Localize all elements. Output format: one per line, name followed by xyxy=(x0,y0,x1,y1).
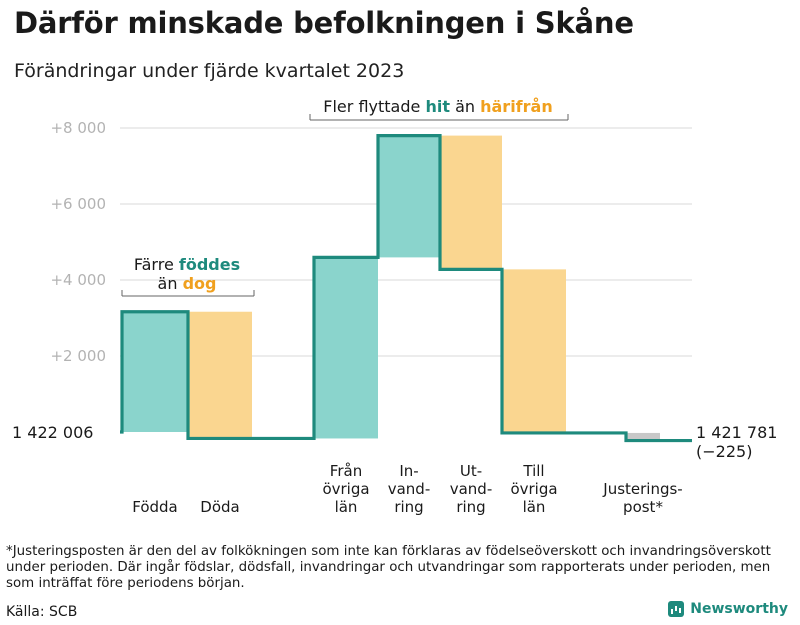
brand-name: Newsworthy xyxy=(690,601,788,617)
y-tick-label: +4 000 xyxy=(50,271,106,289)
annotation-text: än xyxy=(455,97,475,116)
waterfall-chart: +2 000 +4 000 +6 000 +8 000 Födda Döda Från öv… xyxy=(12,97,777,516)
annotation-text: än xyxy=(158,274,178,293)
bar-frånövrigalän xyxy=(314,257,378,439)
bar-döda xyxy=(188,311,252,439)
chart-title: Därför minskade befolkningen i Skåne xyxy=(14,6,634,40)
category-label: Justerings-post* xyxy=(602,480,682,516)
annotation-emphasis-died: dog xyxy=(183,274,217,293)
annotation-emphasis-born: föddes xyxy=(179,255,240,274)
bar-tillövrigalän xyxy=(502,269,566,433)
category-label: Döda xyxy=(200,498,239,516)
footnote: *Justeringsposten är den del av folkökni… xyxy=(6,544,771,591)
annotation-text: Färre xyxy=(134,255,174,274)
start-value-label: 1 422 006 xyxy=(12,423,93,442)
y-axis-ticks: +2 000 +4 000 +6 000 +8 000 xyxy=(50,119,106,365)
bar-invandring xyxy=(378,135,440,258)
running-total-line xyxy=(120,134,692,443)
bar-justeringspost xyxy=(626,432,660,441)
annotation-emphasis-harifran: härifrån xyxy=(480,97,553,116)
bar-utvandring xyxy=(440,135,502,270)
newsworthy-logo-icon xyxy=(668,601,685,617)
annotation-text: Fler flyttade xyxy=(323,97,420,116)
category-label: Födda xyxy=(132,498,178,516)
end-change-label: (−225) xyxy=(696,442,752,461)
category-labels: Födda Döda Från övriga län In-vand-ring Ut-van… xyxy=(132,462,682,516)
bar-födda xyxy=(122,311,188,432)
category-label: Till övriga län xyxy=(510,462,557,516)
svg-text:Färre föddes: Färre föddes xyxy=(134,255,240,274)
annotation-emphasis-hit: hit xyxy=(425,97,450,116)
category-label: Ut-vand-ring xyxy=(450,462,493,516)
annotation-births-deaths: Färre föddes än dog xyxy=(121,255,255,297)
brand-logo: Newsworthy xyxy=(668,601,788,617)
svg-text:än dog: än dog xyxy=(158,274,217,293)
end-value-label: 1 421 781 xyxy=(696,423,777,442)
annotation-bracket xyxy=(309,114,569,121)
bars xyxy=(122,135,660,441)
source: Källa: SCB xyxy=(6,604,78,620)
annotation-migration: Fler flyttade hit än härifrån xyxy=(309,97,569,121)
y-tick-label: +8 000 xyxy=(50,119,106,137)
y-tick-label: +2 000 xyxy=(50,347,106,365)
chart-subtitle: Förändringar under fjärde kvartalet 2023 xyxy=(14,60,405,82)
category-label: Från övriga län xyxy=(322,462,369,516)
y-tick-label: +6 000 xyxy=(50,195,106,213)
svg-text:Fler flyttade hit: Fler flyttade hit än härifrån xyxy=(323,97,552,116)
category-label: In-vand-ring xyxy=(388,462,431,516)
annotation-bracket xyxy=(121,290,255,297)
